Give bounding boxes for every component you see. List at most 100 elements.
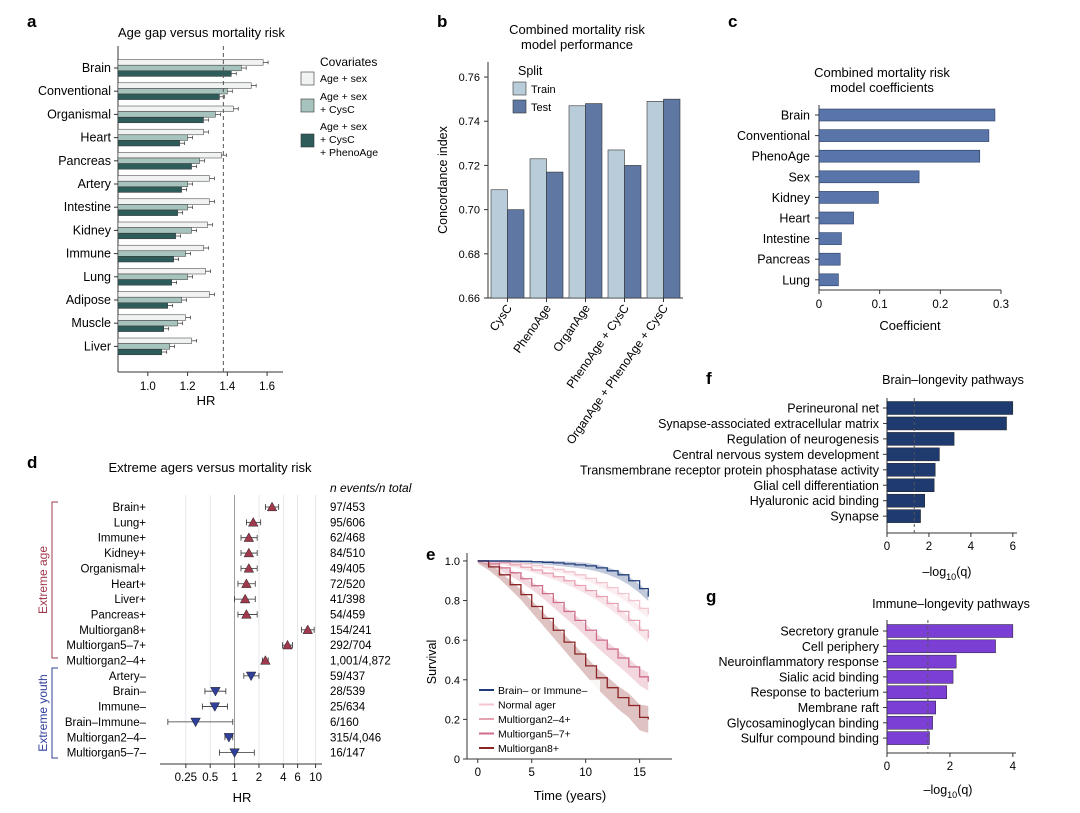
panel-c-bar-phenoage: [818, 149, 981, 163]
panel-f-bar-transmembrane-receptor-protein-phosphatase-activity: [886, 463, 936, 477]
panel-a-bar-adipose-age-sex-cysc: [117, 296, 182, 304]
panel-e-line-brain-or-immune: [477, 560, 649, 597]
panel-b-xtick-label: CysC: [487, 301, 515, 333]
panel-d-xtick-label: 1: [231, 772, 237, 784]
panel-a-bar-pancreas-age-sex-cysc-phenoage: [117, 163, 192, 170]
panel-a-bar-heart-age-sex-cysc: [117, 134, 188, 141]
panel-c-xtick-label: 0.3: [993, 299, 1009, 311]
panel-a-bar-kidney-age-sex-cysc-phenoage: [117, 232, 176, 240]
panel-a-category-label: Kidney: [73, 223, 112, 237]
panel-f-category-label: Glial cell differentiation: [753, 479, 879, 493]
panel-c-bar-sex: [818, 170, 920, 184]
panel-d-xtick-label: 0.5: [202, 772, 218, 784]
panel-b-bar-organage-test: [585, 103, 603, 299]
panel-f-category-label: Regulation of neurogenesis: [727, 432, 879, 446]
panel-e-ytick-label: 0.4: [445, 675, 460, 687]
panel-d-xlabel: HR: [233, 790, 252, 805]
panel-d-point-multiorgan8: [302, 624, 313, 634]
panel-g-category-label: Glycosaminoglycan binding: [727, 716, 879, 730]
panel-d-xtick-label: 10: [309, 772, 322, 784]
panel-b-bar-cysc-test: [507, 209, 525, 299]
panel-g-xlabel-prefix: –log: [924, 783, 948, 797]
panel-d-count: 49/405: [330, 563, 365, 575]
panel-g-bar-cell-periphery: [886, 639, 996, 654]
legend-swatch-age-sex: [300, 71, 315, 86]
panel-d-row-label: Brain–: [113, 686, 147, 698]
panel-a-legend-title: Covariates: [320, 55, 377, 69]
panel-f-xlabel-suffix: (q): [956, 565, 971, 579]
panel-d-count: 54/459: [330, 609, 365, 621]
panel-g-category-label: Neuroinflammatory response: [719, 655, 880, 669]
panel-d-row-label: Immune–: [98, 702, 147, 714]
panel-f-bar-synapse: [886, 509, 921, 523]
panel-c-xlabel: Coefficient: [879, 318, 941, 333]
legend-swatch-cysc: [300, 98, 315, 113]
panel-b-ytick-label: 0.72: [459, 160, 480, 172]
panel-b-bar-organage-phenoage-cysc-train: [646, 101, 664, 299]
panel-f-xlabel-sub: 10: [946, 572, 956, 582]
panel-c-bar-intestine: [818, 232, 842, 245]
panel-d-count: 6/160: [330, 717, 359, 729]
panel-d-count: 315/4,046: [330, 732, 381, 744]
panel-c-category-label: Kidney: [772, 191, 811, 205]
panel-g-category-label: Secretory granule: [780, 625, 879, 639]
panel-e-xtick-label: 15: [633, 767, 646, 779]
panel-b-bar-phenoage-cysc-test: [624, 165, 642, 299]
panel-a-bar-intestine-age-sex: [117, 198, 210, 205]
panel-f-category-label: Central nervous system development: [673, 448, 880, 462]
panel-e-line-normal-ager: [477, 560, 649, 615]
panel-d-row-label: Organismal+: [80, 563, 146, 575]
panel-label-b: b: [437, 12, 447, 31]
panel-e-survival-chart: Time (years) Survival 0 0.2 0.4 0.6 0.8 1.0 0 5…: [425, 553, 672, 803]
panel-d-count: 16/147: [330, 748, 365, 760]
panel-a-bar-heart-age-sex-cysc-phenoage: [117, 140, 180, 147]
panel-a-bar-conventional-age-sex-cysc-phenoage: [117, 93, 220, 100]
panel-b-bar-organage-train: [568, 105, 586, 299]
legend-label-train: Train: [531, 84, 556, 96]
panel-a-bar-brain-age-sex-cysc-phenoage: [117, 70, 232, 77]
panel-f-bar-glial-cell-differentiation: [886, 478, 935, 492]
panel-g-xlabel-sub: 10: [947, 790, 957, 800]
panel-a-bar-lung-age-sex-cysc-phenoage: [117, 279, 172, 286]
panel-e-line-multiorgan2-4: [477, 560, 649, 639]
panel-label-g: g: [706, 587, 716, 606]
panel-f-category-label: Perineuronal net: [787, 402, 879, 416]
panel-a-category-label: Lung: [83, 270, 111, 284]
panel-d-point-artery: [245, 671, 257, 682]
panel-b-ytick-label: 0.74: [459, 116, 480, 128]
panel-g-category-label: Cell periphery: [802, 640, 880, 654]
panel-d-point-multiorgan5-7: [282, 639, 293, 650]
panel-d-count: 292/704: [330, 640, 372, 652]
panel-d-row-label: Kidney+: [104, 548, 146, 560]
legend-swatch-train: [512, 81, 527, 96]
panel-b-ytick-label: 0.70: [459, 205, 480, 217]
panel-f-brain-pathways: Brain–longevity pathways –log10(q) Perin…: [580, 373, 1024, 582]
panel-d-row-label: Multiorgan5–7–: [67, 748, 147, 760]
panel-e-ytick-label: 0: [454, 754, 460, 766]
panel-c-category-label: Sex: [788, 170, 810, 184]
panel-b-xtick-label: OrganAge: [550, 301, 593, 354]
panel-f-bar-hyaluronic-acid-binding: [886, 493, 925, 508]
panel-a-category-label: Pancreas: [58, 154, 111, 168]
panel-a-category-label: Liver: [84, 339, 111, 353]
panel-a-bar-organismal-age-sex-cysc-phenoage: [117, 116, 204, 124]
panel-e-xtick-label: 10: [579, 767, 592, 779]
panel-g-xlabel: –log10(q): [924, 783, 973, 800]
panel-a-category-label: Intestine: [64, 200, 111, 214]
panel-d-point-immune: [243, 532, 255, 542]
panel-g-bar-sulfur-compound-binding: [886, 731, 930, 745]
panel-d-row-label: Brain–Immune–: [65, 717, 147, 729]
panel-d-row-label: Lung+: [114, 517, 147, 529]
panel-b-bar-phenoage-cysc-train: [607, 149, 625, 299]
panel-d-point-pancreas: [241, 609, 252, 619]
panel-a-bar-intestine-age-sex-cysc: [117, 204, 188, 211]
panel-g-category-label: Sialic acid binding: [779, 670, 879, 684]
panel-g-bar-membrane-raft: [886, 700, 937, 715]
panel-c-bar-lung: [818, 273, 839, 287]
panel-a-bar-brain-age-sex-cysc: [117, 64, 242, 72]
panel-a-bar-pancreas-age-sex: [117, 152, 222, 159]
panel-d-count: 62/468: [330, 533, 365, 545]
panel-d-count: 95/606: [330, 517, 365, 529]
panel-d-count: 97/453: [330, 502, 365, 514]
panel-a-bar-brain-age-sex: [117, 59, 264, 66]
